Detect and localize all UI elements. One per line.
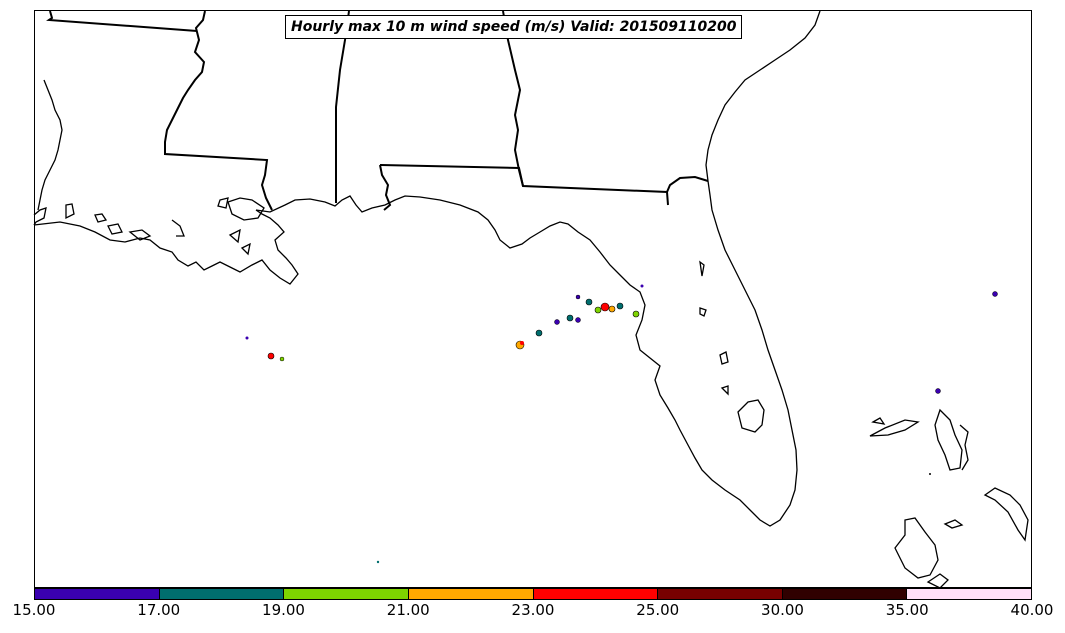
border-al-ga [502,10,524,187]
coast-louisiana [33,207,47,226]
lake-okeechobee [737,399,765,433]
border-al-fl [379,164,669,206]
colorbar-tick-label: 17.00 [137,601,181,619]
cell [279,356,285,362]
colorbar-segment [407,589,533,599]
cell [935,388,941,394]
cell [566,314,574,322]
bahamas-grand [869,419,920,437]
cell [554,319,560,325]
border-tx-la [46,10,198,32]
colorbar-tick-label: 21.00 [386,601,430,619]
cell [608,305,616,313]
colorbar-segment [35,589,159,599]
colorbar-segment [158,589,284,599]
colorbar-tick-label: 23.00 [511,601,555,619]
border-ga-fl [666,175,709,193]
coast-sabine [37,79,63,211]
colorbar-tick-label: 19.00 [262,601,305,619]
colorbar-segment [906,589,1031,599]
bahamas-abaco [959,424,969,471]
coast-atlantic [705,10,821,182]
cell [267,352,275,360]
cell [929,473,931,475]
colorbar-tick-label: 35.00 [885,601,929,619]
cell [616,302,624,310]
colorbar-tick-label: 15.00 [12,601,56,619]
cuba-west [894,517,939,579]
cell [575,294,581,300]
border-ar-la-ms [164,10,273,211]
cell [376,560,380,564]
map-border [34,10,1032,588]
colorbar-segment [283,589,408,599]
wind-speed-cells [245,284,998,564]
bahamas-exuma [983,487,1029,542]
cell [520,341,524,345]
cell [575,317,581,323]
coast-gulf-north [255,180,798,527]
cell [640,284,644,288]
colorbar [34,588,1032,600]
cell [594,306,602,314]
colorbar-tick-label: 30.00 [761,601,804,619]
colorbar-segment [532,589,658,599]
cell [585,298,593,306]
map-title: Hourly max 10 m wind speed (m/s) Valid: … [285,15,743,39]
bahamas-andros [934,408,963,471]
cell [632,310,640,318]
colorbar-ticks: 15.00 17.00 19.00 21.00 23.00 25.00 30.00 35.00… [0,601,1065,625]
cell [535,329,543,337]
border-al-fl-west [379,164,392,211]
cell [245,336,249,340]
colorbar-tick-label: 40.00 [1010,601,1054,619]
colorbar-segment [781,589,907,599]
cell [992,291,998,297]
colorbar-tick-label: 25.00 [636,601,680,619]
coastlines [33,10,1029,589]
colorbar-segment [657,589,782,599]
cell [600,302,610,312]
state-borders [46,10,709,211]
